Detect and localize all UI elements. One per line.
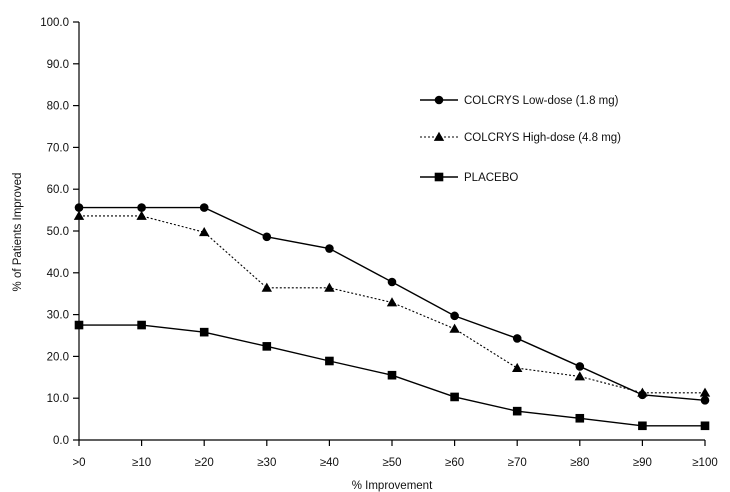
x-axis: >0 ≥10 ≥20 ≥30 ≥40 ≥50 ≥60 ≥70 ≥80 ≥90 ≥100 — [72, 439, 718, 469]
data-point — [450, 311, 459, 321]
y-axis: 0.0 10.0 20.0 30.0 40.0 50.0 60.0 70.0 80.0 90.0 1… — [40, 17, 80, 447]
data-point — [450, 392, 459, 402]
data-point — [386, 297, 398, 307]
y-tick-label: 40.0 — [47, 268, 69, 280]
data-point — [325, 356, 334, 366]
data-point — [262, 342, 272, 351]
data-point — [700, 395, 710, 405]
x-tick-label: ≥90 — [633, 457, 652, 469]
data-point — [262, 232, 272, 242]
data-point — [325, 244, 334, 253]
legend-label: PLACEBO — [464, 172, 518, 184]
x-ticks: >0 ≥10 ≥20 ≥30 ≥40 ≥50 ≥60 ≥70 ≥80 ≥90 ≥100 — [72, 440, 718, 469]
data-point — [136, 210, 147, 220]
data-point — [199, 203, 209, 212]
data-point — [575, 413, 585, 423]
x-tick-label: ≥100 — [692, 457, 718, 469]
data-point — [575, 362, 585, 371]
data-point — [324, 282, 335, 292]
data-point — [574, 371, 585, 381]
data-point — [137, 320, 146, 330]
legend-marker — [433, 131, 445, 141]
data-point — [74, 203, 84, 212]
series-triangle — [73, 210, 711, 397]
legend-marker — [434, 95, 444, 105]
data-point — [638, 421, 647, 431]
data-point — [512, 406, 522, 416]
y-tick-label: 30.0 — [47, 310, 69, 322]
data-point — [512, 362, 523, 373]
data-point — [74, 320, 84, 330]
x-tick-label: ≥30 — [257, 457, 276, 469]
data-point — [199, 227, 210, 237]
legend-item: PLACEBO — [420, 172, 518, 184]
y-tick-label: 90.0 — [47, 59, 69, 71]
y-axis-title: % of Patients Improved — [12, 173, 24, 292]
data-point — [700, 421, 710, 431]
x-tick-label: ≥50 — [382, 457, 401, 469]
data-point — [387, 370, 397, 380]
x-tick-label: >0 — [72, 457, 85, 469]
data-point — [261, 282, 272, 292]
x-tick-label: ≥60 — [445, 457, 464, 469]
legend: COLCRYS Low-dose (1.8 mg) COLCRYS High-do… — [420, 95, 621, 184]
y-ticks: 0.0 10.0 20.0 30.0 40.0 50.0 60.0 70.0 80.0 90.0 1… — [40, 17, 79, 447]
series-layer — [73, 203, 711, 431]
y-tick-label: 100.0 — [40, 17, 69, 29]
x-tick-label: ≥80 — [570, 457, 589, 469]
data-point — [387, 277, 397, 287]
x-axis-title: % Improvement — [352, 480, 433, 492]
legend-item: COLCRYS High-dose (4.8 mg) — [420, 131, 621, 144]
legend-label: COLCRYS Low-dose (1.8 mg) — [464, 95, 619, 107]
data-point — [637, 387, 648, 397]
x-tick-label: ≥10 — [132, 457, 151, 469]
data-point — [449, 323, 460, 333]
legend-marker — [434, 172, 444, 182]
series-square — [74, 320, 710, 431]
y-tick-label: 10.0 — [47, 393, 69, 405]
y-tick-label: 70.0 — [47, 142, 69, 154]
x-tick-label: ≥20 — [195, 457, 214, 469]
x-tick-label: ≥70 — [508, 457, 527, 469]
y-tick-label: 60.0 — [47, 184, 69, 196]
y-tick-label: 20.0 — [47, 351, 69, 363]
y-tick-label: 80.0 — [47, 101, 69, 113]
legend-item: COLCRYS Low-dose (1.8 mg) — [420, 95, 619, 107]
data-point — [699, 387, 711, 397]
data-point — [137, 203, 146, 212]
data-point — [73, 210, 85, 220]
x-tick-label: ≥40 — [320, 457, 339, 469]
legend-label: COLCRYS High-dose (4.8 mg) — [464, 132, 621, 144]
y-tick-label: 0.0 — [53, 435, 69, 447]
data-point — [512, 334, 522, 343]
y-tick-label: 50.0 — [47, 226, 69, 238]
data-point — [199, 327, 209, 337]
